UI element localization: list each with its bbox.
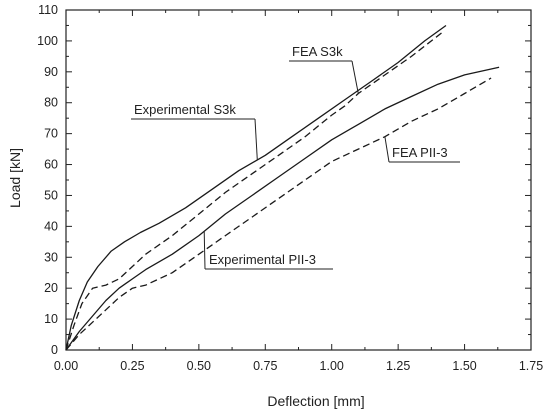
- x-tick-label: 0.25: [120, 359, 144, 373]
- x-tick-label: 1.50: [452, 359, 476, 373]
- y-tick-label: 60: [44, 158, 58, 172]
- y-tick-label: 80: [44, 96, 58, 110]
- y-tick-label: 90: [44, 65, 58, 79]
- x-tick-label: 1.75: [519, 359, 543, 373]
- series-line-experimental-s3k: [65, 24, 447, 351]
- annotation-label-experimental-pii-3: Experimental PII-3: [209, 252, 316, 267]
- y-tick-label: 40: [44, 219, 58, 233]
- annotation-leader-experimental-s3k: [254, 118, 258, 160]
- y-tick-label: 10: [44, 312, 58, 326]
- y-tick-label: 100: [37, 34, 58, 48]
- y-tick-label: 30: [44, 250, 58, 264]
- x-tick-label: 0.75: [253, 359, 277, 373]
- series-line-fea-s3k: [65, 31, 444, 351]
- series-group: [65, 24, 500, 351]
- y-tick-label: 50: [44, 188, 58, 202]
- x-tick-label: 1.25: [386, 359, 410, 373]
- annotation-label-fea-pii-3: FEA PII-3: [392, 145, 448, 160]
- x-tick-label: 1.00: [320, 359, 344, 373]
- y-tick-label: 110: [38, 3, 58, 17]
- series-line-fea-pii-3: [65, 77, 492, 351]
- annotation-leader-fea-pii-3: [384, 136, 390, 163]
- annotation-leader-fea-s3k: [351, 60, 359, 94]
- axes: 0.00 0.25 0.50 0.75 1.00 1.25 1.50 1.75 0 10 20 30 4…: [37, 3, 543, 373]
- y-axis-title: Load [kN]: [7, 148, 23, 208]
- annotation-label-fea-s3k: FEA S3k: [292, 44, 343, 59]
- x-axis-title: Deflection [mm]: [267, 393, 364, 409]
- x-tick-label: 0.00: [54, 359, 78, 373]
- annotation-leader-experimental-pii-3: [203, 231, 206, 270]
- y-tick-label: 20: [44, 281, 58, 295]
- annotation-label-experimental-s3k: Experimental S3k: [134, 102, 236, 117]
- y-tick-label: 70: [44, 127, 58, 141]
- series-line-experimental-pii-3: [65, 66, 500, 351]
- x-tick-label: 0.50: [187, 359, 211, 373]
- y-tick-label: 0: [51, 343, 58, 357]
- annotations: FEA S3k Experimental S3k FEA PII-3 Experime…: [131, 44, 460, 270]
